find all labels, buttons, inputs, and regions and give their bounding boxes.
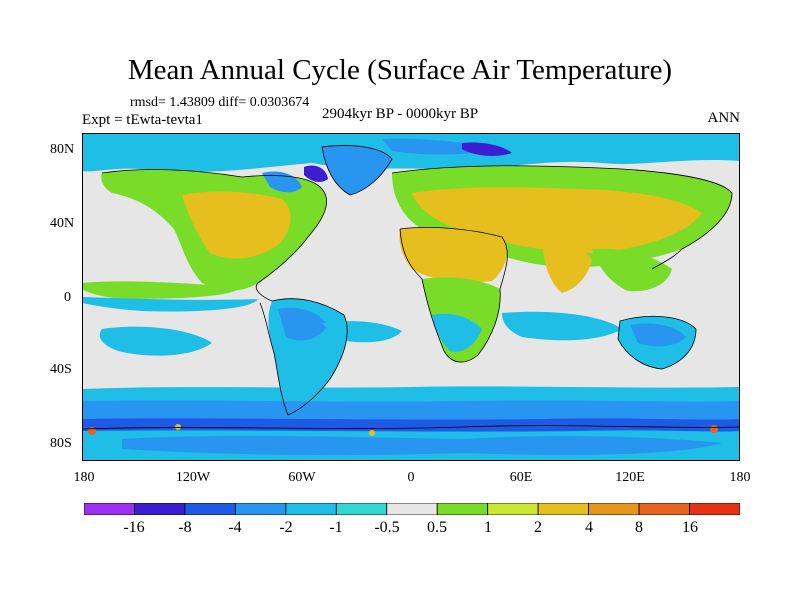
lat-label-0: 0 xyxy=(64,290,71,305)
colorbar-segment-9 xyxy=(537,503,590,515)
colorbar-label-7: 1 xyxy=(484,519,492,536)
equatorial-pacific-mild xyxy=(82,281,242,299)
lon-label-60w: 60W xyxy=(288,470,316,485)
australia-cold xyxy=(630,323,686,347)
season-label: ANN xyxy=(707,110,741,126)
colorbar-label-10: 8 xyxy=(635,519,643,536)
colorbar-label-6: 0.5 xyxy=(427,519,447,536)
lon-label-0: 0 xyxy=(407,470,415,485)
se-asia-mild xyxy=(592,248,672,292)
colorbar-segment-10 xyxy=(588,503,640,515)
lat-label-80n: 80N xyxy=(50,142,75,157)
south-africa-cool xyxy=(432,313,482,352)
coastlines xyxy=(82,145,740,430)
lat-label-40s: 40S xyxy=(50,362,72,377)
colorbar-label-9: 4 xyxy=(585,519,593,536)
north-america-warm xyxy=(182,191,291,259)
africa-coastline xyxy=(399,227,508,363)
colorbar-segment-4 xyxy=(285,503,337,515)
colorbar-segment-2 xyxy=(184,503,236,515)
lon-label-120e: 120E xyxy=(615,470,645,485)
colorbar-segment-0 xyxy=(84,503,135,515)
amazon-cold xyxy=(278,307,328,341)
colorbar-segment-3 xyxy=(234,503,287,515)
colorbar-segment-7 xyxy=(436,503,489,515)
south-pacific-cool xyxy=(99,326,212,356)
lat-label-80s: 80S xyxy=(50,436,72,451)
colorbar-label-8: 2 xyxy=(534,519,542,536)
south-atlantic-cool xyxy=(322,321,402,343)
greenland-cold xyxy=(322,145,392,195)
arctic-coldest-patch xyxy=(462,142,512,156)
greenland-coastline xyxy=(321,145,393,196)
colorbar-label-4: -1 xyxy=(329,519,343,536)
north-africa-warm xyxy=(399,227,507,283)
colorbar-segment-8 xyxy=(487,503,539,515)
plot-title: Mean Annual Cycle (Surface Air Temperatu… xyxy=(127,54,673,86)
antarctica-cold xyxy=(122,435,722,456)
colorbar-label-2: -4 xyxy=(228,519,242,536)
stats-text: rmsd= 1.43809 diff= 0.0303674 xyxy=(130,95,310,110)
lat-label-40n: 40N xyxy=(50,216,75,231)
colorbar-label-0: -16 xyxy=(123,519,145,536)
colorbar-segment-1 xyxy=(134,503,186,515)
colorbar-segment-5 xyxy=(335,503,388,515)
eurasia-coastline xyxy=(391,165,733,270)
lon-label-180w: 180 xyxy=(73,470,95,485)
temperature-anomaly-map xyxy=(82,133,740,461)
indian-ocean-cool xyxy=(502,311,622,341)
colorbar-segment-6 xyxy=(386,503,438,515)
americas-coastline xyxy=(101,169,348,416)
colorbar-segment-11 xyxy=(638,503,690,515)
lon-label-180e: 180 xyxy=(729,470,751,485)
colorbar-label-5: -0.5 xyxy=(374,519,400,536)
southern-ocean-cold-band xyxy=(82,400,740,423)
lon-label-60e: 60E xyxy=(509,470,533,485)
colorbar-label-3: -2 xyxy=(279,519,293,536)
hotspot-west xyxy=(88,427,96,435)
hotspot-weddell xyxy=(369,430,375,436)
colorbar-segment-12 xyxy=(689,503,740,515)
australia-coastline xyxy=(617,315,697,370)
antarctica-coastline xyxy=(82,425,740,430)
colorbar-label-11: 16 xyxy=(682,519,698,536)
experiment-label: Expt = tEwta-tevta1 xyxy=(82,112,203,128)
india-warm xyxy=(542,242,592,293)
colorbar-label-1: -8 xyxy=(178,519,192,536)
colorbar xyxy=(84,503,740,515)
baffin-coldest xyxy=(304,165,328,182)
hotspot-east xyxy=(710,425,718,433)
equatorial-pacific-cool xyxy=(82,297,258,312)
hotspot-ross xyxy=(175,424,181,430)
lon-label-120w: 120W xyxy=(175,470,211,485)
period-label: 2904kyr BP - 0000kyr BP xyxy=(321,106,479,122)
antarctic-coast-band xyxy=(82,418,740,433)
map-frame xyxy=(82,133,740,461)
